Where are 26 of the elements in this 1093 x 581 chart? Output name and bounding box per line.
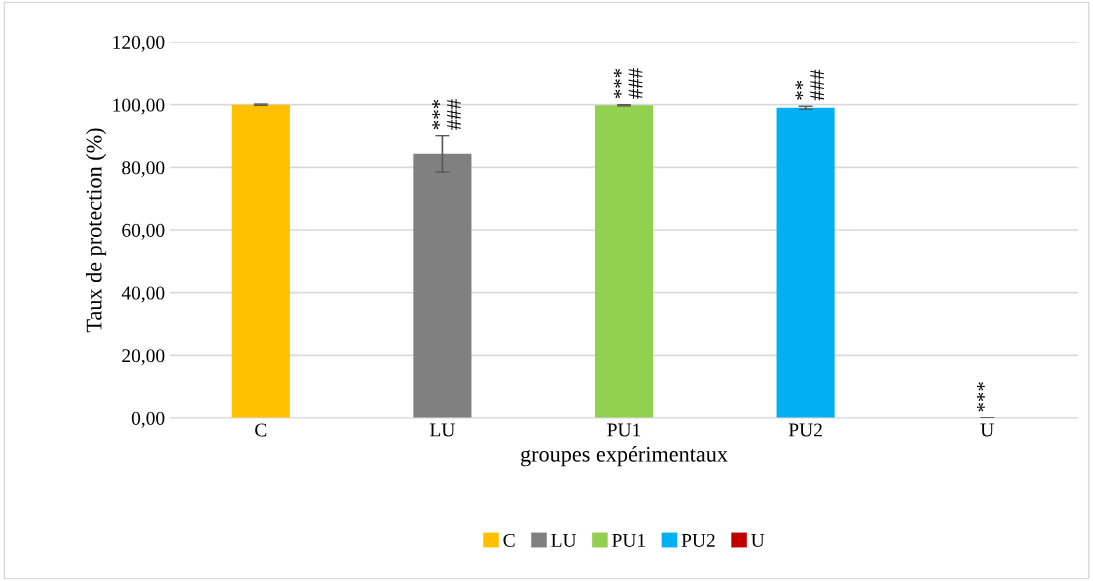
x-tick-label: C	[255, 423, 267, 437]
annotation: **	[795, 80, 804, 100]
x-tick-label: U	[980, 423, 994, 437]
annotation: ###	[447, 99, 461, 130]
annotation: ###	[810, 69, 824, 101]
annotation: ###	[628, 68, 643, 99]
y-axis-title: Taux de protection (%)	[85, 128, 107, 333]
legend-label: U	[751, 534, 765, 547]
y-tick-label: 0,00	[131, 411, 165, 428]
y-tick-label: 20,00	[122, 349, 165, 366]
y-tick-label: 120,00	[113, 35, 165, 52]
annotation: ***	[432, 99, 440, 130]
legend-label: PU2	[681, 533, 715, 547]
x-axis-title: groupes expérimentaux	[520, 446, 728, 467]
legend-label: LU	[551, 534, 577, 547]
legend-label: PU1	[612, 533, 645, 547]
legend-label: C	[503, 533, 515, 547]
x-tick-label: PU1	[607, 423, 641, 437]
y-tick-label: 40,00	[121, 286, 165, 303]
x-tick-label: LU	[430, 423, 455, 437]
y-tick-label: 100,00	[113, 98, 165, 115]
x-tick-label: PU2	[788, 423, 822, 437]
y-tick-label: 80,00	[122, 161, 165, 178]
annotation: ***	[977, 382, 985, 412]
annotation: ***	[613, 68, 622, 99]
y-tick-label: 60,00	[122, 223, 165, 240]
